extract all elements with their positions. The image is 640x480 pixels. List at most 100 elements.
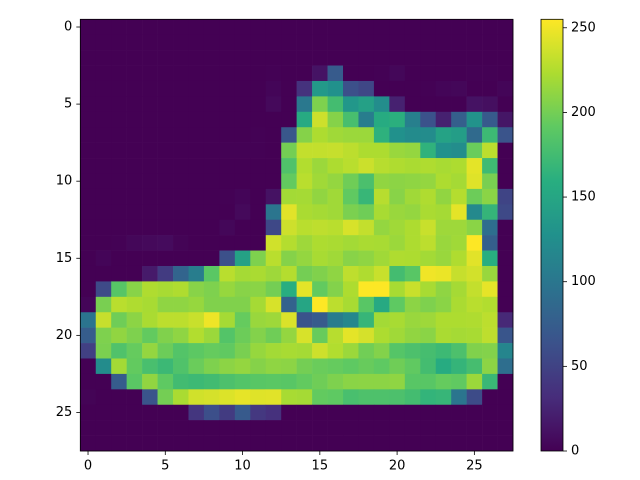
heatmap-cell: [389, 80, 406, 97]
heatmap-cell: [296, 265, 313, 282]
heatmap-cell: [157, 358, 174, 375]
heatmap-cell: [265, 219, 282, 236]
heatmap-cell: [188, 327, 205, 344]
heatmap-cell: [80, 204, 97, 221]
heatmap-cell: [95, 80, 112, 97]
heatmap-cell: [111, 158, 127, 174]
heatmap-cell: [358, 219, 375, 236]
heatmap-cell: [265, 389, 282, 406]
heatmap-cell: [188, 127, 205, 143]
heatmap-cell: [312, 250, 328, 267]
heatmap-cell: [126, 281, 143, 298]
heatmap-cell: [435, 111, 452, 128]
heatmap-cell: [435, 219, 452, 236]
heatmap-cell: [343, 127, 359, 143]
heatmap-cell: [234, 296, 251, 313]
heatmap-cell: [296, 435, 313, 452]
heatmap-cell: [142, 96, 158, 113]
heatmap-cell: [188, 373, 205, 390]
heatmap-cell: [203, 34, 220, 51]
heatmap-cell: [389, 19, 406, 36]
heatmap-cell: [265, 80, 282, 97]
heatmap-cell: [95, 96, 112, 113]
heatmap-cell: [142, 404, 158, 421]
heatmap-cell: [95, 312, 112, 328]
heatmap-cell: [343, 50, 359, 66]
heatmap-cell: [497, 404, 514, 421]
heatmap-cell: [358, 111, 375, 128]
heatmap-cell: [435, 435, 452, 452]
heatmap-cell: [482, 327, 498, 344]
heatmap-cell: [126, 358, 143, 375]
heatmap-cell: [466, 127, 483, 143]
heatmap-cell: [466, 404, 483, 421]
heatmap-cell: [435, 404, 452, 421]
heatmap-cell: [497, 142, 514, 159]
heatmap-cell: [281, 281, 297, 298]
heatmap-cell: [497, 34, 514, 51]
heatmap-cell: [219, 111, 236, 128]
colorbar-tick-label: 50: [571, 359, 588, 374]
heatmap-cell: [404, 435, 421, 452]
heatmap-cell: [389, 173, 406, 190]
y-tick-label: 10: [56, 174, 73, 189]
heatmap-cell: [111, 296, 127, 313]
heatmap-cell: [373, 265, 390, 282]
heatmap-cell: [435, 327, 452, 344]
heatmap-cell: [373, 250, 390, 267]
heatmap-cell: [126, 265, 143, 282]
heatmap-cell: [435, 420, 452, 436]
heatmap-cell: [80, 358, 97, 375]
heatmap-cell: [343, 19, 359, 36]
heatmap-cell: [296, 188, 313, 205]
heatmap-cell: [373, 204, 390, 221]
heatmap-cell: [111, 235, 127, 251]
heatmap-cell: [404, 265, 421, 282]
heatmap-cell: [234, 65, 251, 82]
heatmap-cell: [234, 327, 251, 344]
heatmap-cell: [451, 373, 467, 390]
y-tick-label: 5: [64, 97, 72, 112]
heatmap-cell: [188, 235, 205, 251]
heatmap-cell: [142, 265, 158, 282]
heatmap-cell: [343, 204, 359, 221]
heatmap-cell: [420, 65, 437, 82]
heatmap-cell: [281, 389, 297, 406]
heatmap-cell: [420, 188, 437, 205]
heatmap-cell: [327, 34, 344, 51]
heatmap-cell: [497, 158, 514, 174]
heatmap-cell: [497, 219, 514, 236]
heatmap-cell: [373, 420, 390, 436]
heatmap-cell: [157, 96, 174, 113]
heatmap-cell: [203, 188, 220, 205]
heatmap-cell: [420, 111, 437, 128]
heatmap-cell: [173, 188, 189, 205]
heatmap-cell: [219, 358, 236, 375]
heatmap-cell: [497, 312, 514, 328]
heatmap-cell: [327, 389, 344, 406]
heatmap-cell: [250, 19, 267, 36]
heatmap-cell: [142, 420, 158, 436]
heatmap-cell: [327, 96, 344, 113]
heatmap-cell: [389, 50, 406, 66]
heatmap-cell: [234, 142, 251, 159]
heatmap-cell: [497, 373, 514, 390]
heatmap-cell: [142, 389, 158, 406]
heatmap-cell: [219, 312, 236, 328]
heatmap-cell: [420, 373, 437, 390]
heatmap-cell: [188, 250, 205, 267]
heatmap-cell: [343, 188, 359, 205]
heatmap-cell: [173, 204, 189, 221]
heatmap-cell: [203, 96, 220, 113]
heatmap-cell: [126, 250, 143, 267]
heatmap-cell: [466, 235, 483, 251]
heatmap-cells: [80, 19, 514, 452]
heatmap-cell: [343, 296, 359, 313]
heatmap-cell: [358, 173, 375, 190]
heatmap-cell: [111, 142, 127, 159]
heatmap-cell: [451, 173, 467, 190]
heatmap-cell: [219, 204, 236, 221]
heatmap-cell: [404, 96, 421, 113]
heatmap-cell: [95, 19, 112, 36]
heatmap-cell: [80, 404, 97, 421]
